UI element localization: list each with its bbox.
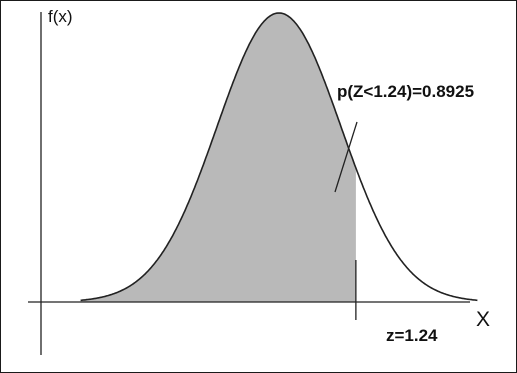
normal-curve [80, 12, 478, 302]
y-axis-label: f(x) [48, 7, 73, 26]
annotation-pointer [334, 121, 358, 193]
probability-annotation: p(Z<1.24)=0.8925 [337, 82, 475, 101]
cutoff-label: z=1.24 [386, 326, 438, 345]
shaded-area [80, 13, 356, 302]
x-axis-label: X [476, 308, 491, 331]
